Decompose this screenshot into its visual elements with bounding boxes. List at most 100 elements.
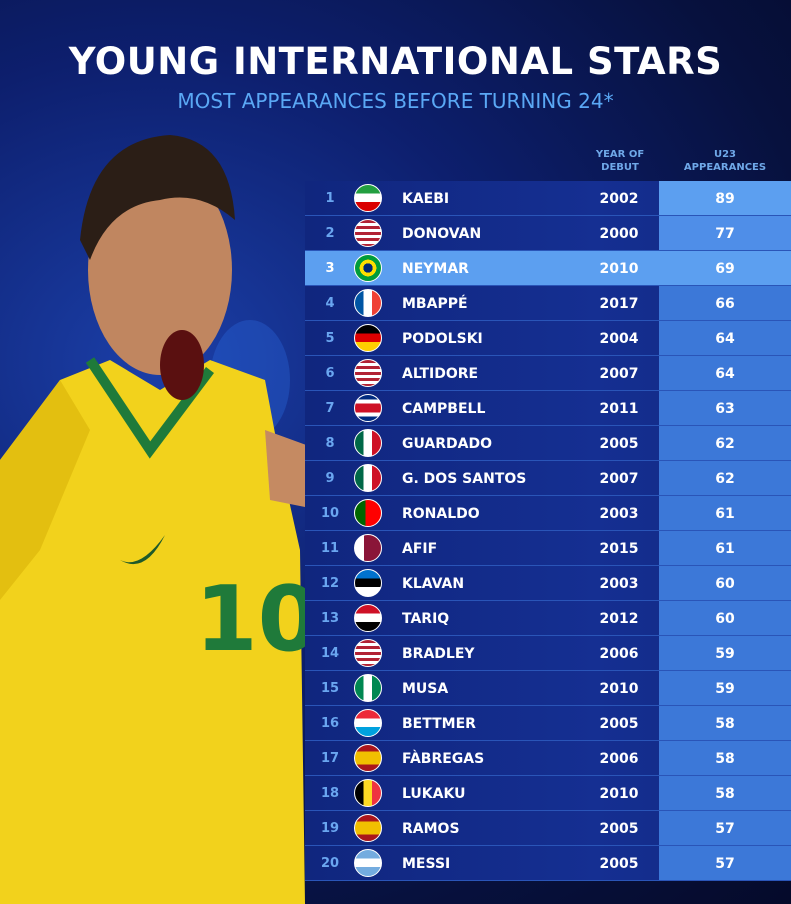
rank: 20 bbox=[320, 856, 340, 871]
rank: 17 bbox=[320, 751, 340, 766]
player-name: PODOLSKI bbox=[402, 331, 483, 347]
mexico-flag-icon bbox=[354, 464, 382, 492]
table-row: 17 FÀBREGAS 2006 58 bbox=[305, 741, 791, 776]
player-name: BETTMER bbox=[402, 716, 476, 732]
player-name: ALTIDORE bbox=[402, 366, 479, 382]
u23-appearances: 58 bbox=[659, 776, 791, 810]
year-of-debut: 2003 bbox=[599, 506, 639, 522]
u23-appearances: 69 bbox=[659, 251, 791, 285]
table-row: 8 GUARDADO 2005 62 bbox=[305, 426, 791, 461]
player-name: TARIQ bbox=[402, 611, 450, 627]
rank: 7 bbox=[325, 401, 335, 416]
usa-flag-icon bbox=[354, 359, 382, 387]
svg-text:10: 10 bbox=[195, 567, 320, 672]
u23-appearances: 59 bbox=[659, 636, 791, 670]
rank: 1 bbox=[325, 191, 335, 206]
player-photo: 10 bbox=[0, 135, 320, 904]
year-of-debut: 2007 bbox=[599, 366, 639, 382]
player-name: CAMPBELL bbox=[402, 401, 486, 417]
brazil-flag-icon bbox=[354, 254, 382, 282]
table-row: 6 ALTIDORE 2007 64 bbox=[305, 356, 791, 391]
table-row: 4 MBAPPÉ 2017 66 bbox=[305, 286, 791, 321]
rank: 11 bbox=[320, 541, 340, 556]
player-name: KAEBI bbox=[402, 191, 450, 207]
germany-flag-icon bbox=[354, 324, 382, 352]
player-name: RAMOS bbox=[402, 821, 460, 837]
player-name: FÀBREGAS bbox=[402, 751, 485, 767]
page-title: YOUNG INTERNATIONAL STARS bbox=[68, 40, 723, 83]
year-of-debut: 2010 bbox=[599, 681, 639, 697]
year-of-debut: 2007 bbox=[599, 471, 639, 487]
usa-flag-icon bbox=[354, 639, 382, 667]
qatar-flag-icon bbox=[354, 534, 382, 562]
table-row: 5 PODOLSKI 2004 64 bbox=[305, 321, 791, 356]
player-name: NEYMAR bbox=[402, 261, 469, 277]
usa-flag-icon bbox=[354, 219, 382, 247]
year-of-debut: 2006 bbox=[599, 751, 639, 767]
table-row: 16 BETTMER 2005 58 bbox=[305, 706, 791, 741]
rank: 14 bbox=[320, 646, 340, 661]
table-row: 9 G. DOS SANTOS 2007 62 bbox=[305, 461, 791, 496]
player-name: KLAVAN bbox=[402, 576, 465, 592]
year-of-debut: 2005 bbox=[599, 856, 639, 872]
u23-appearances: 58 bbox=[659, 741, 791, 775]
table-row: 1 KAEBI 2002 89 bbox=[305, 181, 791, 216]
rank: 4 bbox=[325, 296, 335, 311]
rank: 13 bbox=[320, 611, 340, 626]
spain-flag-icon bbox=[354, 814, 382, 842]
u23-appearances: 64 bbox=[659, 321, 791, 355]
costa-rica-flag-icon bbox=[354, 394, 382, 422]
year-of-debut: 2002 bbox=[599, 191, 639, 207]
u23-appearances: 77 bbox=[659, 216, 791, 250]
header-u23-appearances: U23 APPEARANCES bbox=[683, 149, 767, 173]
iraq-flag-icon bbox=[354, 604, 382, 632]
rank: 5 bbox=[325, 331, 335, 346]
table-row: 20 MESSI 2005 57 bbox=[305, 846, 791, 881]
luxembourg-flag-icon bbox=[354, 709, 382, 737]
u23-appearances: 58 bbox=[659, 706, 791, 740]
portugal-flag-icon bbox=[354, 499, 382, 527]
nigeria-flag-icon bbox=[354, 674, 382, 702]
france-flag-icon bbox=[354, 289, 382, 317]
mexico-flag-icon bbox=[354, 429, 382, 457]
u23-appearances: 57 bbox=[659, 811, 791, 845]
year-of-debut: 2005 bbox=[599, 436, 639, 452]
player-name: MESSI bbox=[402, 856, 451, 872]
u23-appearances: 57 bbox=[659, 846, 791, 880]
year-of-debut: 2000 bbox=[599, 226, 639, 242]
iran-flag-icon bbox=[354, 184, 382, 212]
header-year-of-debut: YEAR OF DEBUT bbox=[595, 149, 645, 173]
table-row: 2 DONOVAN 2000 77 bbox=[305, 216, 791, 251]
u23-appearances: 89 bbox=[659, 181, 791, 215]
year-of-debut: 2010 bbox=[599, 786, 639, 802]
u23-appearances: 66 bbox=[659, 286, 791, 320]
year-of-debut: 2004 bbox=[599, 331, 639, 347]
player-name: RONALDO bbox=[402, 506, 480, 522]
rank: 15 bbox=[320, 681, 340, 696]
player-name: BRADLEY bbox=[402, 646, 475, 662]
player-name: MBAPPÉ bbox=[402, 296, 468, 312]
rank: 18 bbox=[320, 786, 340, 801]
player-name: GUARDADO bbox=[402, 436, 493, 452]
table-row: 3 NEYMAR 2010 69 bbox=[305, 251, 791, 286]
year-of-debut: 2006 bbox=[599, 646, 639, 662]
year-of-debut: 2015 bbox=[599, 541, 639, 557]
year-of-debut: 2012 bbox=[599, 611, 639, 627]
table-row: 19 RAMOS 2005 57 bbox=[305, 811, 791, 846]
argentina-flag-icon bbox=[354, 849, 382, 877]
year-of-debut: 2010 bbox=[599, 261, 639, 277]
rank: 3 bbox=[325, 261, 335, 276]
year-of-debut: 2005 bbox=[599, 716, 639, 732]
player-name: G. DOS SANTOS bbox=[402, 471, 527, 487]
page-subtitle: MOST APPEARANCES BEFORE TURNING 24* bbox=[177, 89, 614, 113]
year-of-debut: 2017 bbox=[599, 296, 639, 312]
player-name: AFIF bbox=[402, 541, 438, 557]
u23-appearances: 61 bbox=[659, 531, 791, 565]
estonia-flag-icon bbox=[354, 569, 382, 597]
player-name: MUSA bbox=[402, 681, 449, 697]
table-row: 18 LUKAKU 2010 58 bbox=[305, 776, 791, 811]
table-row: 15 MUSA 2010 59 bbox=[305, 671, 791, 706]
table-row: 13 TARIQ 2012 60 bbox=[305, 601, 791, 636]
u23-appearances: 60 bbox=[659, 601, 791, 635]
u23-appearances: 63 bbox=[659, 391, 791, 425]
